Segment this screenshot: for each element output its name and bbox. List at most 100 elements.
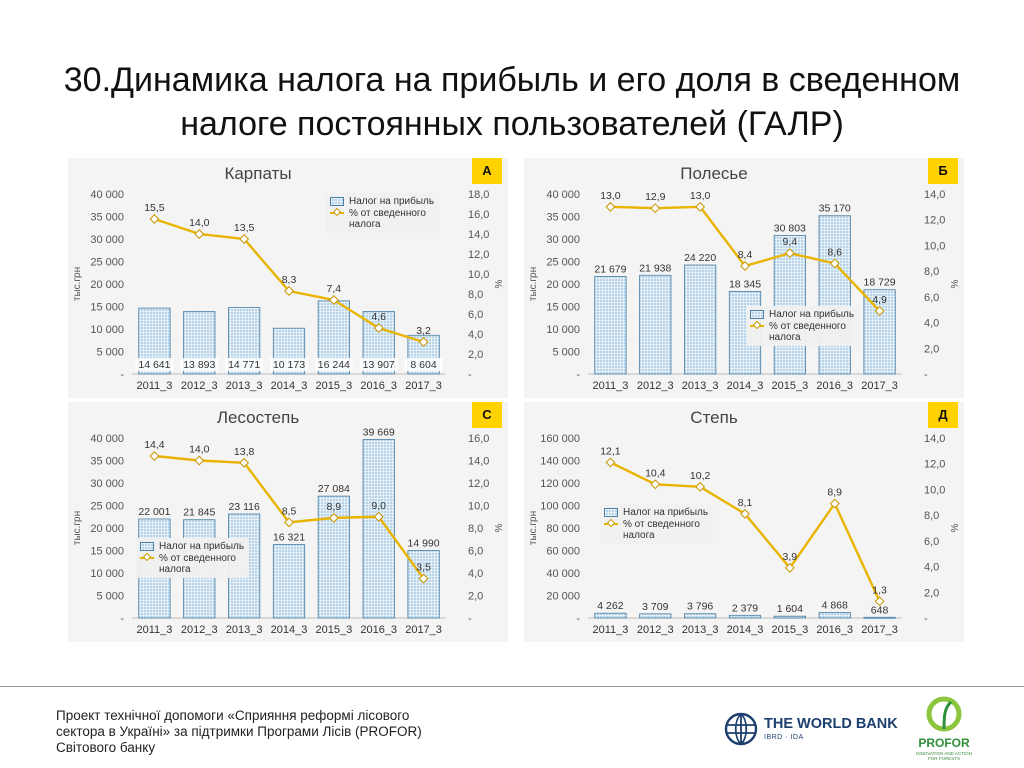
percent-value-label: 7,4 [327, 283, 342, 295]
legend-bar-label: Налог на прибыль [623, 507, 709, 518]
bar-value-label: 8 604 [410, 359, 436, 371]
world-bank-logo: THE WORLD BANK IBRD · IDA [724, 712, 904, 752]
bar-label-bg [225, 358, 264, 371]
x-tick-label: 2014_3 [727, 624, 764, 636]
bar-value-label: 4 868 [822, 600, 848, 612]
bar-value-label: 22 001 [138, 506, 170, 518]
bar-label-bg [180, 358, 219, 371]
bar-value-label: 3 796 [687, 601, 713, 613]
bar-label-bg [314, 358, 353, 371]
y-tick-label: 10 000 [546, 324, 580, 336]
percent-marker [149, 214, 160, 224]
legend-line-swatch [330, 208, 344, 217]
bar-value-label: 648 [871, 604, 889, 616]
y2-tick-label: 18,0 [468, 189, 489, 201]
y2-tick-label: 2,0 [924, 343, 939, 355]
bar [773, 234, 806, 375]
y-tick-label: 100 000 [540, 501, 580, 513]
percent-marker [284, 286, 294, 296]
chart-badge: Б [928, 158, 958, 184]
y2-axis-label: % [950, 279, 961, 288]
bar [773, 615, 806, 619]
y-tick-label: 5 000 [552, 347, 580, 359]
percent-value-label: 14,4 [144, 439, 165, 451]
x-tick-label: 2013_3 [226, 624, 263, 636]
percent-marker [284, 517, 294, 528]
bar-value-label: 14 990 [408, 538, 440, 550]
bar-label-bg [135, 358, 174, 371]
y2-tick-label: 14,0 [924, 189, 945, 201]
x-tick-label: 2017_3 [861, 624, 898, 636]
bar [684, 264, 717, 375]
x-tick-label: 2017_3 [405, 624, 442, 636]
chart-step: - 20 000 40 000 60 000 80 000 100 000 120 000 1… [524, 402, 964, 642]
bar-value-label: 2 379 [732, 602, 758, 614]
percent-marker [695, 481, 706, 492]
bar-value-label: 1 604 [777, 603, 803, 615]
percent-marker [829, 258, 840, 269]
x-tick-label: 2012_3 [637, 624, 674, 636]
y-tick-label: 40 000 [90, 189, 124, 201]
percent-value-label: 13,0 [690, 190, 711, 202]
y-tick-label: 30 000 [546, 234, 580, 246]
chart-polesye-svg: - 5 000 10 000 15 000 20 000 25 000 30 000 35 0… [528, 189, 961, 392]
x-tick-label: 2015_3 [315, 624, 352, 636]
percent-marker [605, 201, 616, 212]
legend-line-swatch [140, 553, 154, 562]
x-tick-label: 2011_3 [592, 624, 628, 636]
x-tick-label: 2012_3 [637, 380, 674, 392]
percent-value-label: 3,2 [416, 325, 431, 337]
percent-marker [650, 203, 661, 214]
y-tick-label: 140 000 [540, 456, 580, 468]
y-tick-label: 5 000 [96, 591, 124, 603]
bar [594, 612, 627, 619]
footer-divider [0, 686, 1024, 687]
y-tick-label: 40 000 [546, 568, 580, 580]
x-tick-label: 2016_3 [360, 624, 397, 636]
bar [639, 613, 672, 619]
y2-tick-label: 12,0 [468, 478, 489, 490]
bar-value-label: 13 893 [183, 359, 215, 371]
y2-axis-label: % [494, 279, 505, 288]
percent-value-label: 12,9 [645, 191, 666, 203]
profor-name: PROFOR [918, 736, 970, 750]
y2-axis-label: % [494, 523, 505, 532]
x-tick-label: 2017_3 [405, 380, 442, 392]
y2-tick-label: 10,0 [924, 240, 945, 252]
bar-value-label: 21 679 [594, 263, 626, 275]
y-tick-label: 40 000 [90, 433, 124, 445]
percent-marker [784, 248, 795, 259]
bar-value-label: 10 173 [273, 359, 305, 371]
y2-tick-label: 12,0 [924, 459, 945, 471]
legend-line-swatch [750, 321, 764, 330]
y2-tick-label: 14,0 [468, 456, 489, 468]
bar-value-label: 16 244 [318, 359, 350, 371]
bar [728, 614, 762, 619]
percent-value-label: 14,0 [189, 217, 210, 229]
y2-tick-label: 6,0 [468, 309, 483, 321]
chart-title: Карпаты [224, 164, 292, 183]
world-bank-globe-icon [724, 712, 758, 746]
percent-marker [194, 229, 205, 239]
bar-value-label: 24 220 [684, 252, 716, 264]
legend-bar-swatch [604, 508, 618, 517]
y-axis-label: тыс.грн [72, 267, 83, 301]
percent-marker [373, 511, 384, 522]
y2-tick-label: 14,0 [924, 433, 945, 445]
y-tick-label: 15 000 [546, 302, 580, 314]
y-tick-label: - [576, 613, 580, 625]
bar-value-label: 21 845 [183, 507, 215, 519]
bar-label-bg [359, 358, 398, 371]
chart-lesostep-svg: - 5 000 10 000 15 000 20 000 25 000 30 000 35 0… [72, 426, 505, 636]
bar [407, 550, 440, 619]
y2-tick-label: - [924, 613, 928, 625]
y2-tick-label: 14,0 [468, 229, 489, 241]
percent-value-label: 8,3 [282, 274, 297, 286]
legend-line-label: % от сведенного налога [769, 321, 846, 343]
bar-value-label: 30 803 [774, 222, 806, 234]
bar-value-label: 35 170 [819, 203, 851, 215]
bar [594, 276, 627, 375]
percent-marker [149, 451, 160, 461]
y-tick-label: 60 000 [546, 546, 580, 558]
percent-value-label: 15,5 [144, 202, 165, 214]
